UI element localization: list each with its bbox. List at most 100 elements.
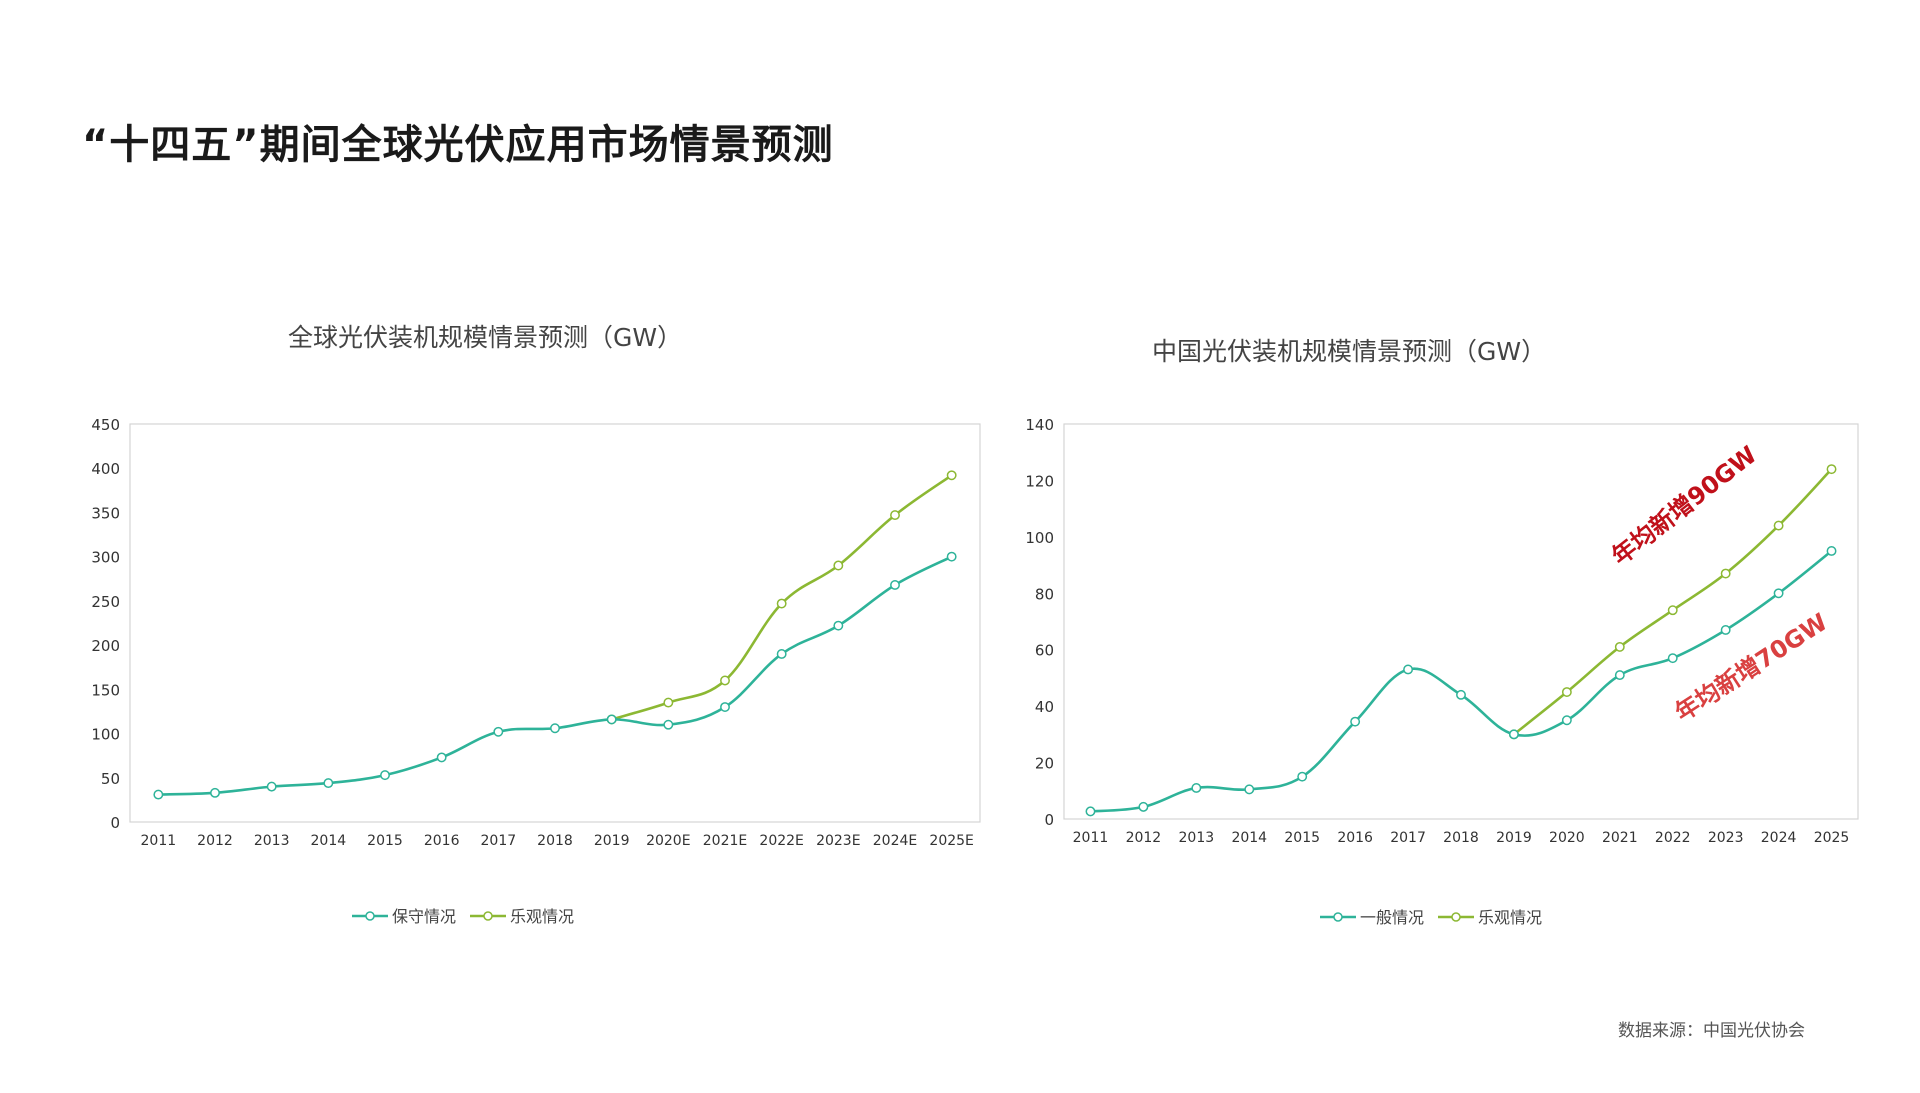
global-data-point [946, 551, 957, 562]
global-y-tick-label: 400 [91, 460, 120, 478]
global-data-point [890, 510, 900, 521]
global-data-point [663, 697, 674, 708]
global-x-tick-label: 2019 [594, 833, 630, 849]
china-x-tick-label: 2022 [1655, 830, 1691, 846]
global-data-point [946, 470, 957, 481]
global-x-tick-label: 2023E [816, 833, 860, 849]
global-plot-frame [129, 423, 981, 823]
global-data-point [833, 620, 844, 631]
china-plot-frame [1063, 423, 1859, 820]
global-y-tick-label: 450 [91, 416, 120, 434]
china-data-point [1561, 687, 1572, 697]
china-data-point [1720, 625, 1731, 635]
global-data-point [720, 675, 730, 686]
global-data-point [720, 702, 730, 712]
global-x-tick-label: 2025E [929, 833, 973, 849]
china-data-point [1614, 670, 1625, 681]
global-legend-marker-0 [365, 911, 375, 921]
china-x-tick-label: 2018 [1443, 830, 1479, 846]
global-data-point [153, 789, 164, 800]
global-x-tick-label: 2012 [197, 833, 233, 849]
china-data-point [1773, 520, 1784, 531]
global-data-point [493, 726, 504, 737]
china-x-tick-label: 2025 [1814, 830, 1850, 846]
china-x-tick-label: 2017 [1390, 830, 1426, 846]
global-x-tick-label: 2013 [254, 833, 290, 849]
global-x-tick-label: 2016 [424, 833, 460, 849]
china-y-tick-label: 100 [1025, 529, 1054, 547]
global-y-tick-label: 350 [91, 504, 120, 522]
china-chart-title: 中国光伏装机规模情景预测（GW） [1152, 337, 1547, 366]
global-data-point [380, 770, 390, 781]
global-x-tick-label: 2015 [367, 833, 403, 849]
global-legend-marker-1 [483, 911, 493, 921]
source-note: 数据来源：中国光伏协会 [1618, 1021, 1805, 1041]
china-x-tick-label: 2013 [1179, 830, 1215, 846]
china-x-tick-label: 2016 [1337, 830, 1373, 846]
china-legend-label-0: 一般情况 [1360, 908, 1424, 927]
global-x-tick-label: 2017 [481, 833, 517, 849]
china-x-tick-label: 2023 [1708, 830, 1744, 846]
china-x-tick-label: 2014 [1231, 830, 1267, 846]
china-data-point [1244, 784, 1255, 795]
china-x-tick-label: 2024 [1761, 830, 1797, 846]
china-x-tick-label: 2020 [1549, 830, 1585, 846]
global-data-point [210, 787, 220, 798]
global-y-tick-label: 0 [110, 814, 120, 832]
global-legend-label-0: 保守情况 [392, 907, 456, 926]
global-chart-title: 全球光伏装机规模情景预测（GW） [288, 323, 683, 352]
global-data-point [663, 719, 674, 730]
china-x-tick-label: 2012 [1126, 830, 1162, 846]
page-title: “十四五”期间全球光伏应用市场情景预测 [82, 122, 834, 168]
china-data-point [1191, 783, 1202, 793]
annotation-70gw: 年均新增70GW [1670, 608, 1833, 727]
china-x-tick-label: 2015 [1284, 830, 1320, 846]
global-x-tick-label: 2018 [537, 833, 573, 849]
global-y-tick-label: 100 [91, 726, 120, 744]
china-data-point [1826, 546, 1837, 556]
china-data-point [1561, 715, 1572, 726]
global-x-tick-label: 2024E [873, 833, 917, 849]
china-data-point [1456, 689, 1466, 700]
china-y-tick-label: 120 [1025, 472, 1054, 490]
china-data-point [1297, 771, 1308, 782]
china-data-point [1720, 568, 1731, 579]
global-data-point [833, 560, 844, 571]
china-legend-marker-1 [1451, 912, 1461, 922]
china-data-point [1138, 801, 1149, 812]
china-y-tick-label: 140 [1025, 416, 1054, 434]
global-data-point [550, 723, 560, 734]
global-y-tick-label: 150 [91, 681, 120, 699]
global-data-point [776, 649, 787, 659]
global-x-tick-label: 2011 [141, 833, 177, 849]
china-y-tick-label: 40 [1035, 698, 1054, 716]
china-y-tick-label: 80 [1035, 585, 1054, 603]
china-x-tick-label: 2011 [1073, 830, 1109, 846]
china-x-tick-label: 2021 [1602, 830, 1638, 846]
global-data-point [436, 752, 447, 763]
global-data-point [266, 781, 277, 792]
china-data-point [1614, 641, 1625, 652]
global-x-tick-label: 2020E [646, 833, 690, 849]
global-x-tick-label: 2022E [759, 833, 803, 849]
china-y-tick-label: 20 [1035, 755, 1054, 773]
global-x-tick-label: 2021E [703, 833, 747, 849]
global-legend-label-1: 乐观情况 [510, 907, 574, 926]
global-y-tick-label: 300 [91, 549, 120, 567]
global-y-tick-label: 200 [91, 637, 120, 655]
china-x-tick-label: 2019 [1496, 830, 1532, 846]
china-data-point [1667, 605, 1678, 616]
china-data-point [1826, 464, 1837, 475]
china-data-point [1350, 716, 1361, 727]
china-y-tick-label: 60 [1035, 642, 1054, 660]
global-x-tick-label: 2014 [311, 833, 347, 849]
global-y-tick-label: 250 [91, 593, 120, 611]
china-legend-label-1: 乐观情况 [1478, 908, 1542, 927]
global-data-point [606, 714, 617, 725]
china-y-tick-label: 0 [1044, 811, 1054, 829]
global-y-tick-label: 50 [101, 770, 120, 788]
global-data-point [890, 580, 900, 590]
global-data-point [323, 778, 334, 789]
